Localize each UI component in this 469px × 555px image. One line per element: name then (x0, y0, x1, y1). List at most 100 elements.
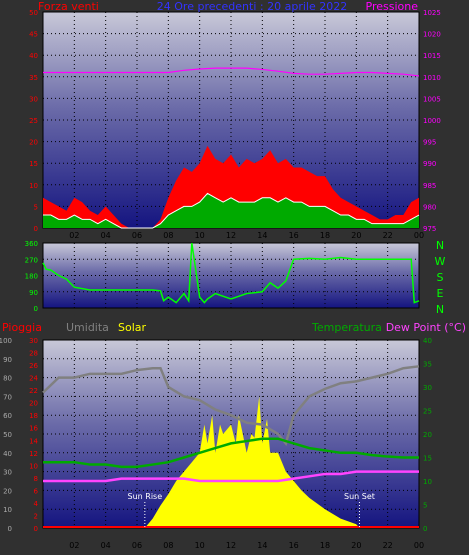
x-tick-label: 08 (163, 231, 173, 240)
y-tick-label: 8 (34, 475, 38, 483)
y-tick-label: 18 (29, 412, 38, 420)
x-tick-label: 14 (257, 231, 267, 240)
wind-axis-label: Forza venti (38, 0, 99, 13)
x-tick-label: 20 (351, 231, 361, 240)
y-tick-label: 45 (29, 31, 38, 39)
y-tick-label: 5 (423, 502, 427, 510)
y-tick-label: 30 (29, 337, 38, 345)
x-tick-label: 12 (226, 541, 236, 550)
x-tick-label: 08 (163, 541, 173, 550)
solar-axis-label: Solar (118, 321, 147, 334)
panel-2-axes: 0 90 180 270 360 (25, 240, 38, 313)
y-tick-label: 26 (29, 362, 38, 370)
y-tick-label: 1010 (423, 74, 441, 82)
x-tick-label: 18 (320, 541, 330, 550)
pressure-axis-label: Pressione (366, 0, 419, 13)
x-tick-label: 20 (351, 541, 361, 550)
y-tick-label: 0 (34, 525, 38, 533)
y-tick-label: 25 (29, 117, 38, 125)
y-tick-label: 2 (34, 512, 38, 520)
y-tick-label: 40 (423, 337, 432, 345)
y-tick-label: 40 (3, 450, 12, 458)
y-tick-label: 20 (29, 400, 38, 408)
wind-average-line (43, 192, 420, 229)
x-tick-label: 06 (132, 231, 142, 240)
x-tick-label: 12 (226, 231, 236, 240)
x-tick-label: 16 (289, 541, 299, 550)
y-tick-label: 20 (423, 431, 432, 439)
y-tick-label: 980 (423, 203, 436, 211)
y-tick-label: 35 (29, 74, 38, 82)
y-tick-label: 10 (3, 506, 12, 514)
y-tick-label: 14 (29, 437, 38, 445)
chart-title: 24 Ore precedenti : 20 aprile 2022 (157, 0, 347, 13)
y-tick-label: 30 (423, 384, 432, 392)
y-tick-label: 1005 (423, 95, 441, 103)
y-tick-label: 30 (3, 469, 12, 477)
compass-label: N (436, 239, 444, 252)
y-tick-label: 990 (423, 160, 436, 168)
y-tick-label: 0 (8, 525, 12, 533)
y-tick-label: 360 (25, 240, 38, 248)
y-tick-label: 10 (423, 478, 432, 486)
x-tick-label: 14 (257, 541, 267, 550)
temperature-line (43, 437, 419, 469)
x-tick-label: 00 (414, 231, 424, 240)
wind-direction-line (42, 242, 420, 304)
compass-label: E (437, 287, 444, 300)
sunrise-label: Sun Rise (128, 492, 163, 501)
y-tick-label: 985 (423, 182, 436, 190)
y-tick-label: 24 (29, 375, 38, 383)
x-tick-label: 10 (195, 541, 205, 550)
y-tick-label: 15 (423, 455, 432, 463)
x-tick-label: 18 (320, 231, 330, 240)
y-tick-label: 975 (423, 225, 436, 233)
y-tick-label: 4 (34, 500, 39, 508)
temperature-axis-label: Temperatura (311, 321, 382, 334)
x-tick-label: 02 (69, 541, 79, 550)
y-tick-label: 15 (29, 160, 38, 168)
y-tick-label: 60 (3, 412, 12, 420)
panel-3-axes: 02 04 06 08 10 12 14 16 18 20 22 000102030405060708… (0, 337, 432, 550)
x-tick-label: 00 (414, 541, 424, 550)
panel-1-axes: 02 04 06 08 10 12 14 16 18 20 22 000510152025303540… (29, 9, 441, 240)
y-tick-label: 90 (3, 356, 12, 364)
y-tick-label: 1000 (423, 117, 441, 125)
x-tick-label: 04 (101, 231, 111, 240)
panel-2-grid (43, 243, 419, 308)
solar-area (144, 396, 360, 528)
y-tick-label: 20 (29, 139, 38, 147)
compass-label: N (436, 303, 444, 316)
dewpoint-line (43, 470, 419, 483)
y-tick-label: 28 (29, 350, 38, 358)
y-tick-label: 80 (3, 375, 12, 383)
panel-2-series (42, 242, 420, 304)
panel-1-series (43, 67, 420, 229)
y-tick-label: 0 (34, 305, 38, 313)
compass-label: W (435, 255, 446, 268)
y-tick-label: 6 (34, 487, 39, 495)
y-tick-label: 10 (29, 182, 38, 190)
temperature-humidity-panel: Sun Rise Sun Set 02 04 06 08 10 12 14 16 18 20 22 00… (0, 321, 466, 550)
y-tick-label: 40 (29, 52, 38, 60)
y-tick-label: 25 (423, 408, 432, 416)
x-tick-label: 04 (101, 541, 111, 550)
x-tick-label: 16 (289, 231, 299, 240)
y-tick-label: 180 (25, 273, 38, 281)
humidity-line (42, 365, 420, 447)
rain-axis-label: Pioggia (2, 321, 42, 334)
x-tick-label: 06 (132, 541, 142, 550)
y-tick-label: 0 (423, 525, 427, 533)
y-tick-label: 10 (29, 462, 38, 470)
y-tick-label: 90 (29, 289, 38, 297)
y-tick-label: 995 (423, 139, 436, 147)
y-tick-label: 5 (34, 203, 38, 211)
y-tick-label: 30 (29, 95, 38, 103)
y-tick-label: 1025 (423, 9, 441, 17)
compass-label: S (437, 271, 444, 284)
x-tick-label: 02 (69, 231, 79, 240)
x-tick-label: 22 (383, 231, 393, 240)
